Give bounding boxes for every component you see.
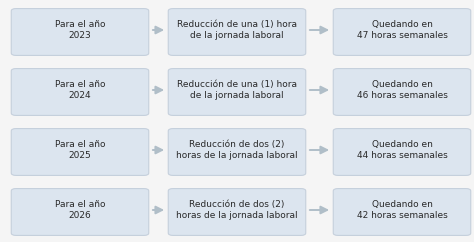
- Text: Quedando en
44 horas semanales: Quedando en 44 horas semanales: [356, 140, 447, 160]
- Text: Para el año
2024: Para el año 2024: [55, 80, 105, 100]
- FancyBboxPatch shape: [168, 8, 306, 55]
- FancyBboxPatch shape: [11, 8, 149, 55]
- FancyBboxPatch shape: [168, 189, 306, 235]
- Text: Reducción de dos (2)
horas de la jornada laboral: Reducción de dos (2) horas de la jornada…: [176, 140, 298, 160]
- FancyBboxPatch shape: [11, 129, 149, 175]
- FancyBboxPatch shape: [333, 189, 471, 235]
- FancyBboxPatch shape: [168, 68, 306, 115]
- Text: Reducción de dos (2)
horas de la jornada laboral: Reducción de dos (2) horas de la jornada…: [176, 200, 298, 220]
- FancyBboxPatch shape: [11, 189, 149, 235]
- Text: Quedando en
42 horas semanales: Quedando en 42 horas semanales: [356, 200, 447, 220]
- Text: Para el año
2026: Para el año 2026: [55, 200, 105, 220]
- Text: Para el año
2023: Para el año 2023: [55, 20, 105, 40]
- FancyBboxPatch shape: [333, 68, 471, 115]
- FancyBboxPatch shape: [333, 8, 471, 55]
- FancyBboxPatch shape: [168, 129, 306, 175]
- FancyBboxPatch shape: [11, 68, 149, 115]
- Text: Quedando en
46 horas semanales: Quedando en 46 horas semanales: [356, 80, 447, 100]
- Text: Quedando en
47 horas semanales: Quedando en 47 horas semanales: [356, 20, 447, 40]
- Text: Reducción de una (1) hora
de la jornada laboral: Reducción de una (1) hora de la jornada …: [177, 80, 297, 100]
- Text: Para el año
2025: Para el año 2025: [55, 140, 105, 160]
- Text: Reducción de una (1) hora
de la jornada laboral: Reducción de una (1) hora de la jornada …: [177, 20, 297, 40]
- FancyBboxPatch shape: [333, 129, 471, 175]
